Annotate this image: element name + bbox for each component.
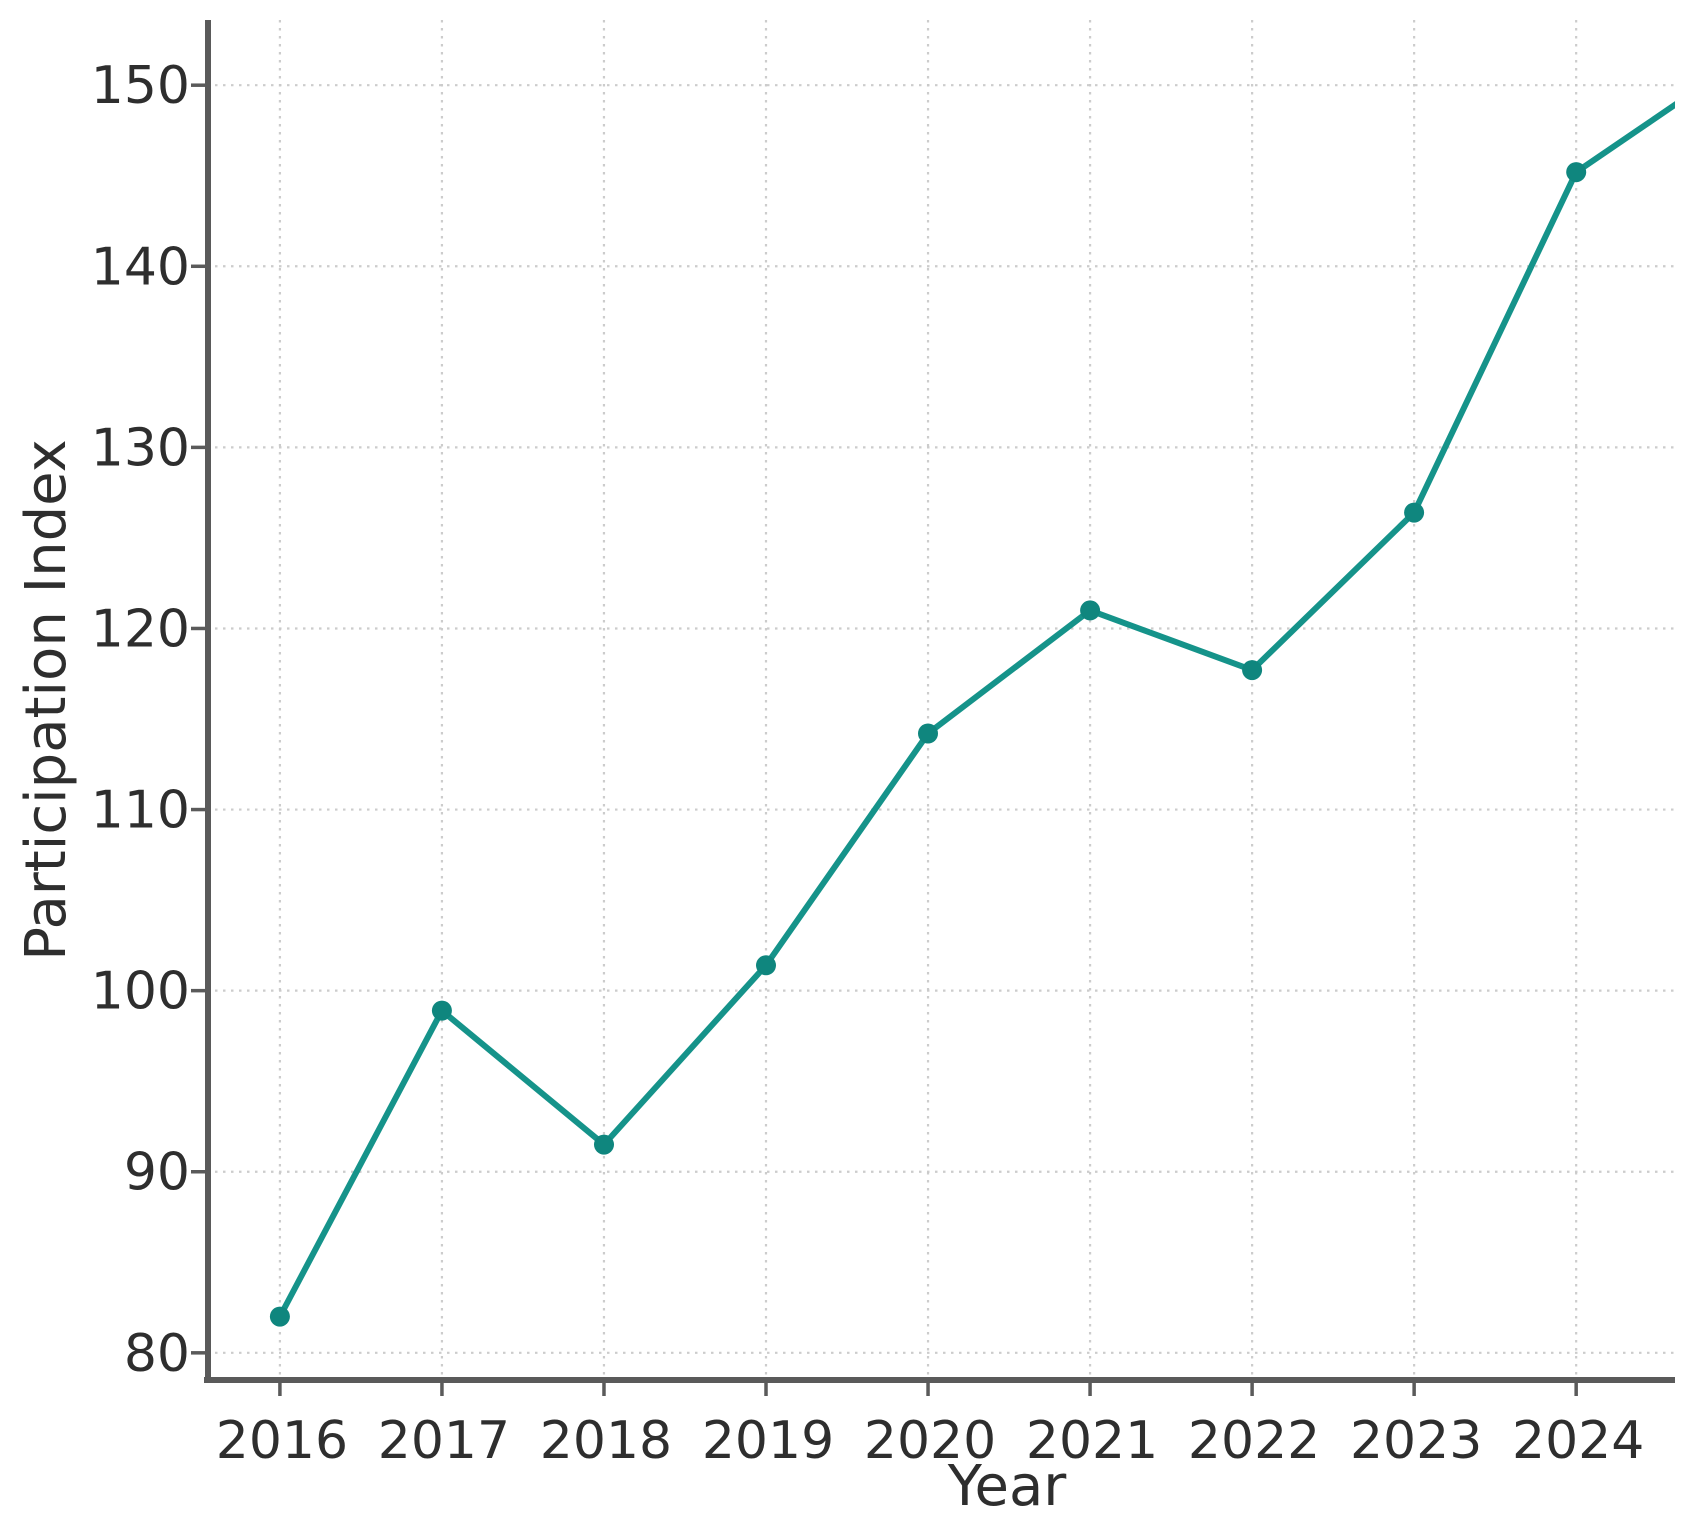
y-tick-label: 110 [91,781,190,841]
y-tick-label: 130 [91,418,190,478]
x-tick-label: 2020 [864,1411,996,1471]
data-point-marker [1404,502,1425,523]
x-tick-label: 2021 [1026,1411,1158,1471]
tick-label-layer: 80 90 100 110 120 130 140 150 2016 2017 2018 2019 20… [91,56,1645,1471]
axes-layer [191,20,1675,1396]
series-line [276,101,1675,1320]
data-point-marker [918,723,938,744]
y-tick-label: 80 [124,1324,190,1384]
x-tick-label: 2023 [1350,1411,1482,1471]
y-tick-label: 90 [124,1143,190,1203]
x-tick-label: 2018 [540,1411,672,1471]
data-point-marker [269,1306,290,1327]
y-tick-label: 140 [91,237,190,297]
data-point-marker [1080,600,1101,621]
y-tick-label: 150 [91,56,190,116]
series-layer [276,101,1675,1320]
x-tick-label: 2016 [216,1411,348,1471]
y-axis-label: Participation Index [14,439,79,961]
y-tick-label: 120 [91,599,190,659]
x-tick-label: 2024 [1512,1411,1644,1471]
data-point-marker [431,1000,452,1021]
x-tick-label: 2022 [1188,1411,1320,1471]
x-tick-label: 2019 [702,1411,834,1471]
data-point-marker [1566,162,1587,183]
x-tick-label: 2017 [378,1411,510,1471]
y-tick-label: 100 [91,962,190,1022]
data-point-marker [756,955,776,976]
grid-layer [207,20,1675,1380]
x-axis-label: Year [947,1454,1068,1519]
data-point-marker [1242,660,1263,681]
data-point-marker [594,1134,614,1155]
marker-layer [269,162,1587,1327]
